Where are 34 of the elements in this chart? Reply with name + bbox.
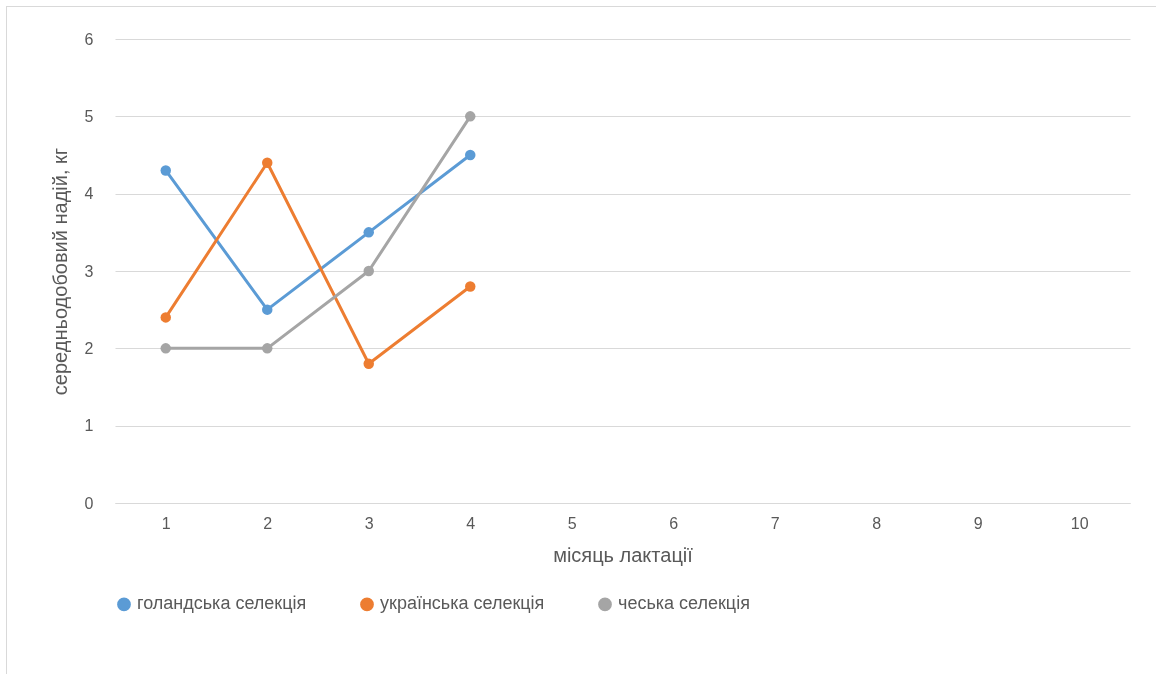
x-tick-label: 6	[669, 514, 679, 532]
y-tick-label: 4	[84, 185, 94, 203]
point	[363, 227, 374, 238]
x-tick-label: 7	[770, 514, 780, 532]
point	[262, 157, 273, 168]
point	[465, 149, 476, 161]
x-tick-label: 2	[263, 514, 273, 532]
y-tick-label: 3	[84, 262, 94, 280]
point	[262, 304, 273, 315]
y-tick-label: 0	[84, 494, 94, 512]
x-tick-label: 8	[872, 514, 882, 532]
point	[363, 265, 374, 277]
x-tick-label: 5	[567, 514, 577, 532]
point	[465, 281, 476, 292]
y-tick-label: 2	[84, 339, 94, 357]
x-tick-label: 4	[466, 514, 476, 532]
x-tick-label: 1	[161, 514, 171, 532]
y-axis-title: середньодобовий надій, кг	[48, 147, 71, 396]
legend-label: українська селекція	[380, 593, 545, 614]
y-tick-label: 6	[84, 30, 94, 48]
x-tick-label: 9	[973, 514, 983, 532]
point	[160, 343, 171, 354]
x-tick-label: 3	[364, 514, 374, 532]
y-tick-label: 5	[84, 107, 94, 125]
point	[363, 358, 374, 370]
legend-label: чеська селекція	[618, 593, 750, 614]
point	[160, 312, 171, 323]
y-tick-label: 1	[84, 417, 94, 435]
point	[465, 111, 476, 122]
legend-label: голандська селекція	[137, 593, 307, 614]
point	[160, 165, 171, 176]
x-axis-title: місяць лактації	[553, 543, 694, 566]
x-tick-label: 10	[1070, 514, 1089, 532]
point	[262, 343, 273, 354]
